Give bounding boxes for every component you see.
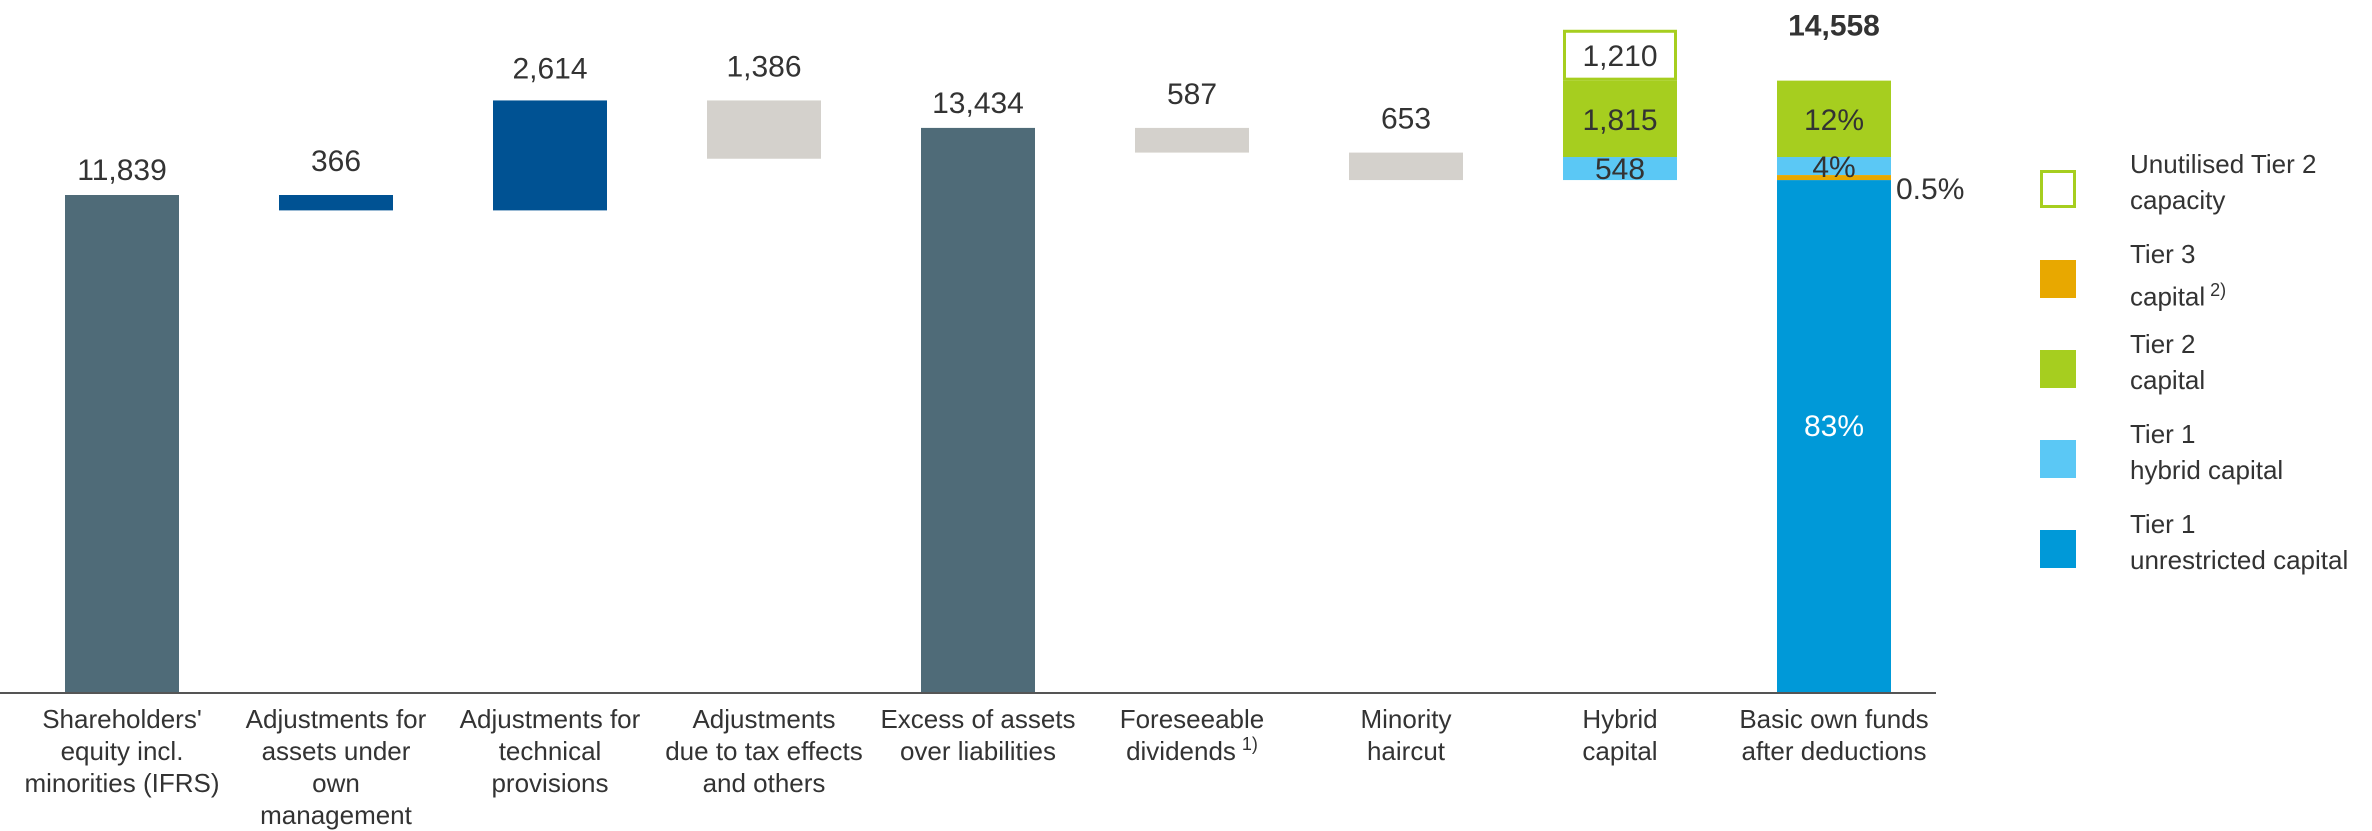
category-label: Adjustments for (246, 704, 427, 734)
category-label: equity incl. (61, 736, 184, 766)
legend-label: Tier 2 capital (2130, 329, 2206, 395)
legend-swatch (2040, 170, 2076, 208)
category-label: Shareholders' (42, 704, 202, 734)
data-label: 2,614 (512, 52, 587, 85)
legend-label: Unutilised Tier 2 capacity (2130, 149, 2317, 215)
bar-decrease (279, 195, 393, 211)
segment-label: 1,210 (1582, 40, 1657, 73)
waterfall-chart: 11,839 Shareholders'equity incl.minoritie… (0, 10, 1964, 830)
bar-decrease (1349, 152, 1463, 181)
chart-legend: Unutilised Tier 2 capacity Tier 3 capital 2… (2040, 142, 2370, 592)
category-label: Adjustments (692, 704, 835, 734)
legend-item: Tier 3 capital 2) (2040, 232, 2370, 322)
category-label: due to tax effects (665, 736, 863, 766)
legend-label: Tier 1 hybrid capital (2130, 419, 2284, 485)
percent-label: 0.5% (1896, 173, 1964, 206)
legend-swatch (2040, 350, 2076, 388)
category-label: capital (1582, 736, 1657, 766)
data-label: 587 (1167, 78, 1217, 111)
bar-decrease (707, 100, 821, 159)
segment-unutilised-tier2 (1563, 29, 1677, 81)
category-label: provisions (491, 768, 608, 798)
category-label: technical (499, 736, 602, 766)
segment-tier2 (1563, 80, 1677, 158)
legend-label: Tier 1 unrestricted capital (2130, 509, 2349, 575)
category-label: assets under (262, 736, 411, 766)
legend-item: Tier 2 capital (2040, 322, 2370, 412)
segment-label: 1,815 (1582, 104, 1657, 137)
footnote-marker: 2) (2205, 280, 2227, 300)
percent-label: 4% (1812, 151, 1855, 184)
legend-item: Tier 1 unrestricted capital (2040, 502, 2370, 592)
category-label: own (312, 768, 360, 798)
data-label: 11,839 (77, 154, 167, 187)
legend-swatch (2040, 260, 2076, 298)
legend-item: Unutilised Tier 2 capacity (2040, 142, 2370, 232)
category-label: Basic own funds (1739, 704, 1928, 734)
legend-swatch (2040, 530, 2076, 568)
segment-tier1-hybrid (1777, 157, 1891, 176)
segment-tier2 (1777, 80, 1891, 158)
bar-decrease (1135, 127, 1249, 153)
legend-swatch (2040, 440, 2076, 478)
percent-label: 83% (1804, 410, 1864, 443)
segment-tier1-hybrid (1563, 157, 1677, 181)
category-label: Minority (1360, 704, 1451, 734)
segment-tier3 (1777, 175, 1891, 181)
data-label: 366 (311, 145, 361, 178)
data-label: 1,386 (726, 50, 801, 83)
bar-increase (493, 100, 607, 211)
percent-label: 12% (1804, 104, 1864, 137)
total-label: 14,558 (1788, 10, 1880, 43)
category-label: management (260, 800, 413, 830)
category-label: Adjustments for (460, 704, 641, 734)
category-label: haircut (1367, 736, 1446, 766)
legend-item: Tier 1 hybrid capital (2040, 412, 2370, 502)
segment-label: 548 (1595, 153, 1645, 186)
category-label: Foreseeable (1120, 704, 1265, 734)
segment-tier1-unrestricted (1777, 180, 1891, 694)
category-label: after deductions (1741, 736, 1926, 766)
footnote-marker: 1) (1242, 734, 1258, 754)
bar-total (65, 195, 179, 693)
category-label: minorities (IFRS) (24, 768, 219, 798)
data-label: 13,434 (932, 87, 1024, 120)
category-label: and others (703, 768, 826, 798)
category-label: Excess of assets (880, 704, 1075, 734)
category-label: over liabilities (900, 736, 1056, 766)
category-label: Hybrid (1582, 704, 1657, 734)
bar-total (921, 127, 1035, 693)
legend-label: Tier 3 capital 2) (2130, 239, 2227, 312)
category-label: dividends 1) (1126, 734, 1258, 766)
data-label: 653 (1381, 103, 1431, 136)
